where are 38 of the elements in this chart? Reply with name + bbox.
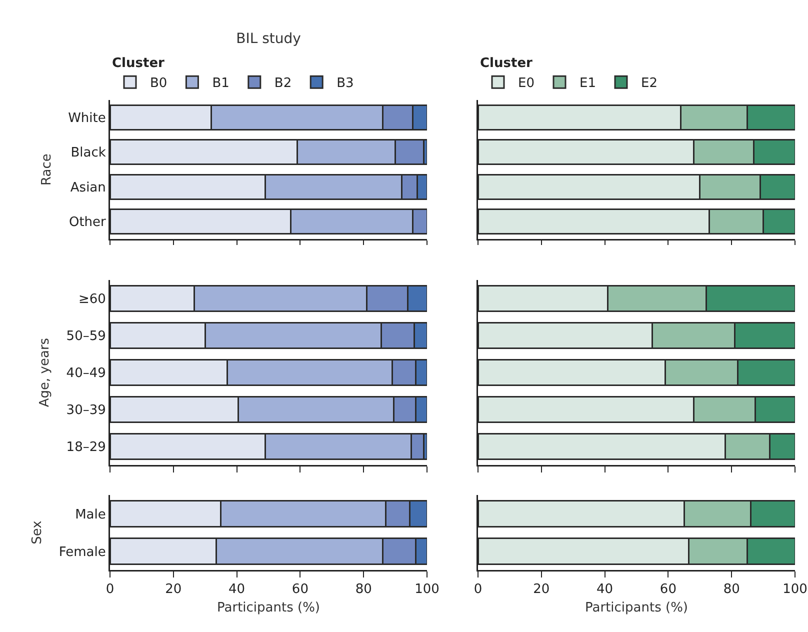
y-tick-label: White xyxy=(68,110,106,126)
x-axis-title: Participants (%) xyxy=(217,600,320,616)
x-tick-label: 40 xyxy=(228,582,246,598)
x-tick-label: 60 xyxy=(292,582,308,598)
x-tick-label: 20 xyxy=(533,582,550,598)
legend-title: Cluster xyxy=(112,56,166,72)
x-tick-label: 20 xyxy=(165,582,182,598)
y-tick-label: ≥60 xyxy=(78,292,106,308)
x-tick-label: 80 xyxy=(355,582,372,598)
x-tick-label: 40 xyxy=(596,582,614,598)
y-tick-label: Black xyxy=(70,146,106,161)
y-tick-label: Male xyxy=(75,507,106,522)
x-tick-label: 100 xyxy=(782,582,808,598)
y-tick-label: 18–29 xyxy=(66,440,106,456)
y-tick-label: 50–59 xyxy=(66,329,106,344)
x-tick-label: 100 xyxy=(414,582,440,598)
legend-label: E1 xyxy=(580,76,596,92)
x-tick-label: 0 xyxy=(474,582,482,598)
legend-title: Cluster xyxy=(480,56,534,72)
x-tick-label: 0 xyxy=(106,582,114,598)
y-tick-label: 40–49 xyxy=(66,366,106,382)
x-tick-label: 60 xyxy=(660,582,676,598)
y-tick-label: 30–39 xyxy=(66,403,106,418)
x-tick-label: 80 xyxy=(723,582,740,598)
y-tick-label: Other xyxy=(68,215,107,230)
legend-label: E0 xyxy=(518,76,534,92)
x-axis-title: Participants (%) xyxy=(585,600,688,616)
legend-label: B1 xyxy=(212,76,230,92)
y-tick-label: Asian xyxy=(70,180,106,196)
legend-label: B3 xyxy=(336,76,354,92)
legend-label: B0 xyxy=(150,76,168,92)
legend-label: E2 xyxy=(641,76,658,92)
y-tick-label: Female xyxy=(58,544,106,560)
y-axis-title: Age, years xyxy=(38,338,53,408)
legend-label: B2 xyxy=(274,76,292,92)
y-axis-title: Race xyxy=(39,154,54,186)
y-axis-title: Sex xyxy=(30,520,46,544)
chart-title: BIL study xyxy=(236,30,301,47)
